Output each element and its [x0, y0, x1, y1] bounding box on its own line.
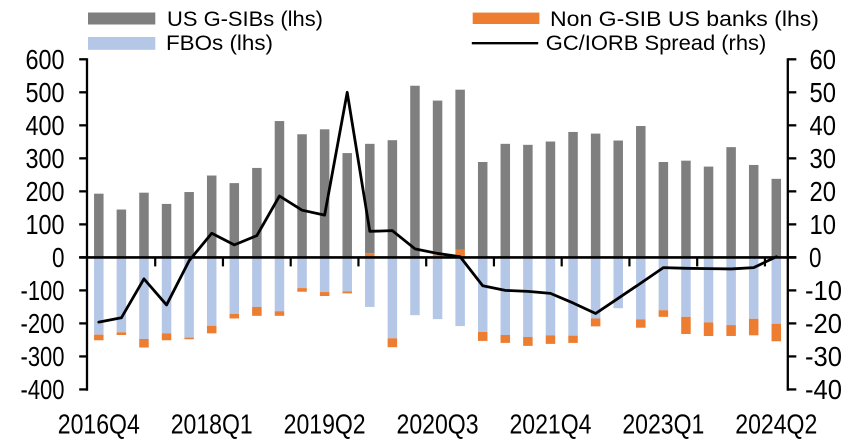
svg-text:-100: -100	[21, 275, 65, 306]
svg-text:600: 600	[26, 44, 65, 75]
svg-text:500: 500	[26, 77, 65, 108]
svg-text:60: 60	[810, 44, 837, 75]
svg-text:300: 300	[26, 143, 65, 174]
svg-text:2024Q2: 2024Q2	[735, 408, 817, 439]
svg-text:20: 20	[810, 176, 837, 207]
svg-text:2019Q2: 2019Q2	[284, 408, 366, 439]
svg-text:-200: -200	[21, 308, 65, 339]
svg-text:-30: -30	[805, 341, 842, 372]
svg-text:-300: -300	[21, 341, 65, 372]
svg-text:2021Q4: 2021Q4	[509, 408, 591, 439]
svg-text:50: 50	[810, 77, 837, 108]
svg-text:-40: -40	[805, 374, 842, 405]
svg-text:200: 200	[26, 176, 65, 207]
svg-text:2020Q3: 2020Q3	[397, 408, 479, 439]
svg-text:-10: -10	[805, 275, 842, 306]
svg-text:100: 100	[26, 209, 65, 240]
svg-text:2023Q1: 2023Q1	[622, 408, 704, 439]
svg-text:0: 0	[809, 242, 822, 273]
svg-text:GC/IORB Spread (rhs): GC/IORB Spread (rhs)	[546, 32, 767, 55]
svg-text:Non G-SIB US banks (lhs): Non G-SIB US banks (lhs)	[550, 8, 819, 31]
svg-text:400: 400	[26, 110, 65, 141]
svg-text:40: 40	[810, 110, 837, 141]
svg-text:-400: -400	[21, 374, 65, 405]
svg-text:FBOs (lhs): FBOs (lhs)	[166, 32, 273, 55]
svg-text:10: 10	[810, 209, 837, 240]
svg-text:0: 0	[52, 242, 65, 273]
svg-text:30: 30	[810, 143, 837, 174]
svg-text:US G-SIBs (lhs): US G-SIBs (lhs)	[167, 8, 323, 31]
svg-text:-20: -20	[805, 308, 842, 339]
svg-text:2016Q4: 2016Q4	[58, 408, 140, 439]
svg-text:2018Q1: 2018Q1	[171, 408, 253, 439]
